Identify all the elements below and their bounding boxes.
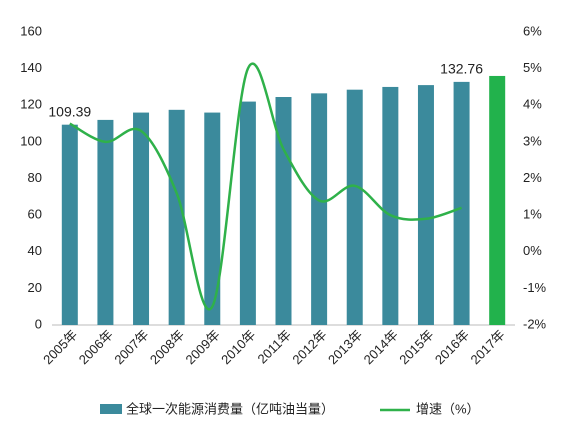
y2-tick-label: -2% — [523, 316, 547, 331]
x-tick-label: 2014年 — [361, 327, 401, 367]
bar — [417, 85, 434, 325]
bar — [239, 101, 256, 326]
bar — [61, 124, 78, 325]
x-tick-label: 2010年 — [218, 327, 258, 367]
bar — [489, 75, 506, 325]
y-tick-label: 100 — [20, 133, 42, 148]
bar — [453, 81, 470, 326]
y2-tick-label: 0% — [523, 243, 542, 258]
x-tick-label: 2005年 — [40, 327, 80, 367]
x-tick-label: 2008年 — [147, 327, 187, 367]
y-tick-label: 120 — [20, 97, 42, 112]
legend-label: 全球一次能源消费量（亿吨油当量） — [126, 401, 334, 416]
y-tick-label: 20 — [28, 280, 42, 295]
bar — [382, 86, 399, 325]
y2-tick-label: -1% — [523, 280, 547, 295]
x-tick-label: 2017年 — [467, 327, 507, 367]
x-tick-label: 2011年 — [254, 327, 294, 367]
y2-tick-label: 5% — [523, 60, 542, 75]
x-tick-label: 2006年 — [76, 327, 116, 367]
x-tick-label: 2015年 — [396, 327, 436, 367]
y2-tick-label: 2% — [523, 170, 542, 185]
y2-tick-label: 1% — [523, 207, 542, 222]
bar — [346, 89, 363, 325]
data-label: 132.76 — [440, 61, 483, 77]
bar — [311, 93, 328, 325]
x-tick-label: 2016年 — [432, 327, 472, 367]
bar — [97, 119, 114, 326]
y2-tick-label: 3% — [523, 133, 542, 148]
x-tick-label: 2013年 — [325, 327, 365, 367]
y2-tick-label: 4% — [523, 97, 542, 112]
y-tick-label: 160 — [20, 23, 42, 38]
data-label: 109.39 — [48, 103, 91, 119]
x-tick-label: 2012年 — [289, 327, 329, 367]
legend-swatch — [100, 404, 122, 414]
x-tick-label: 2007年 — [111, 327, 151, 367]
legend-label: 增速（%） — [416, 401, 480, 416]
y-tick-label: 80 — [28, 170, 42, 185]
bar — [133, 112, 150, 325]
line — [69, 62, 462, 311]
y-tick-label: 140 — [20, 60, 42, 75]
y2-tick-label: 6% — [523, 23, 542, 38]
bar — [168, 109, 185, 325]
y-tick-label: 0 — [35, 316, 42, 331]
y-tick-label: 40 — [28, 243, 42, 258]
x-tick-label: 2009年 — [183, 327, 223, 367]
bar — [204, 112, 221, 325]
y-tick-label: 60 — [28, 207, 42, 222]
